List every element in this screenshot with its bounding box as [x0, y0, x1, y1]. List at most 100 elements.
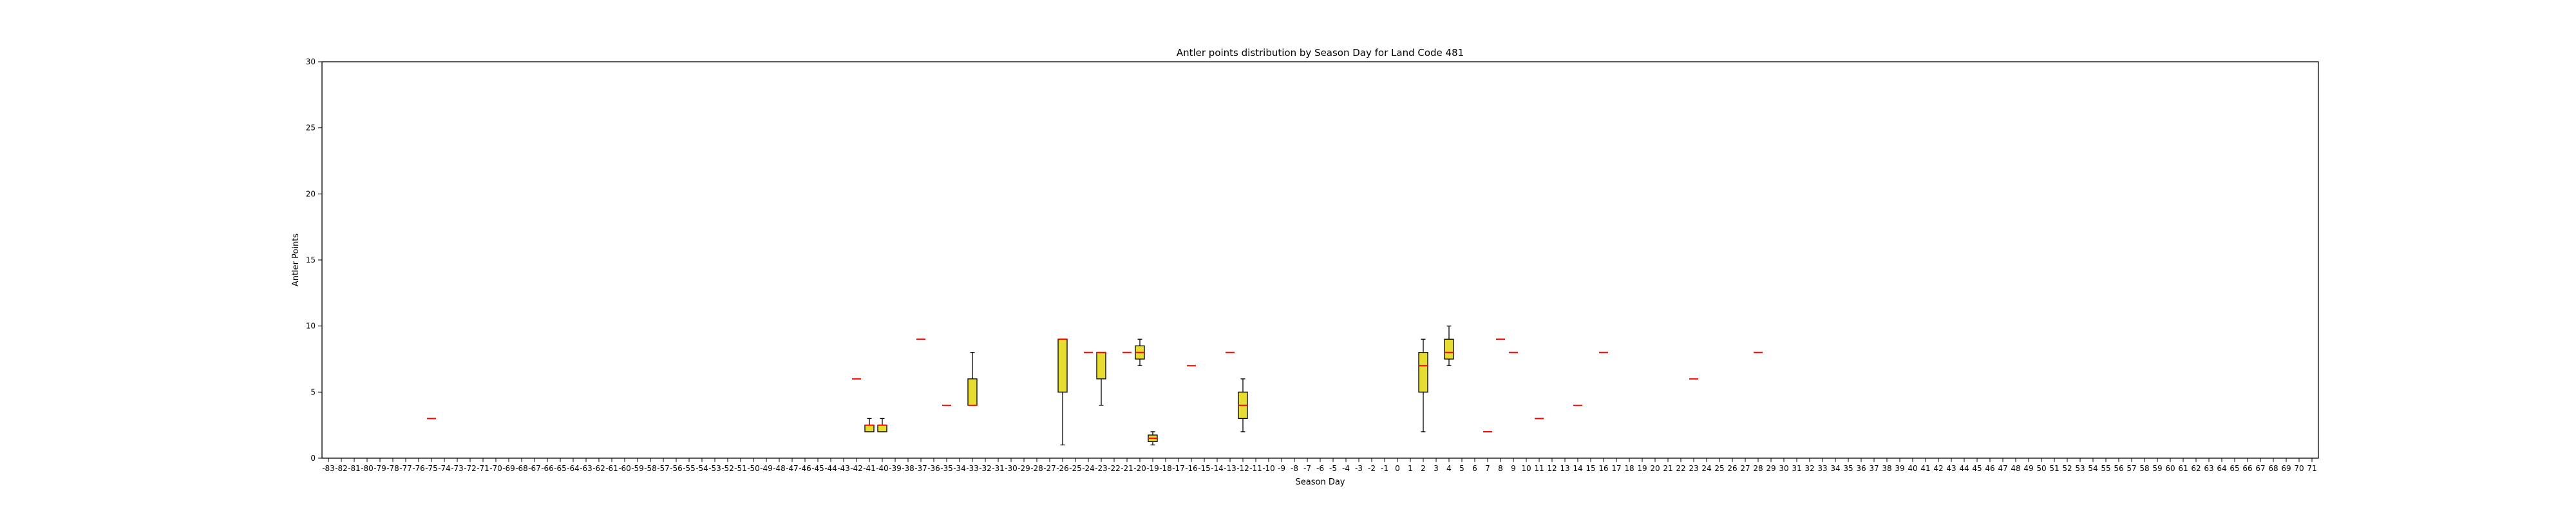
x-tick-label: 21: [1663, 464, 1672, 473]
x-tick-label: 61: [2178, 464, 2188, 473]
x-tick-label: 34: [1830, 464, 1840, 473]
x-tick-label: -16: [1185, 464, 1198, 473]
x-tick-label: -26: [1056, 464, 1069, 473]
x-tick-label: -73: [451, 464, 464, 473]
chart-title: Antler points distribution by Season Day…: [1177, 47, 1464, 59]
plot-frame: [321, 61, 2319, 459]
y-tick-label: 30: [306, 57, 316, 66]
x-tick-label: -31: [992, 464, 1005, 473]
x-tick-label: -50: [747, 464, 760, 473]
x-tick-label: -45: [811, 464, 824, 473]
x-tick-label: 14: [1573, 464, 1582, 473]
x-tick-label: 42: [1933, 464, 1943, 473]
x-tick-label: 6: [1472, 464, 1477, 473]
x-tick-label: 70: [2294, 464, 2304, 473]
x-tick-label: -1: [1381, 464, 1388, 473]
x-tick-label: -60: [618, 464, 631, 473]
x-tick-label: -34: [953, 464, 966, 473]
box-iqr: [1057, 338, 1068, 393]
x-tick-label: 16: [1598, 464, 1608, 473]
x-tick-label: 29: [1766, 464, 1776, 473]
x-tick-label: -27: [1043, 464, 1056, 473]
x-tick-label: 66: [2242, 464, 2252, 473]
x-tick-label: 60: [2165, 464, 2175, 473]
x-tick-label: -6: [1316, 464, 1324, 473]
x-tick-label: -29: [1018, 464, 1030, 473]
x-tick-label: -12: [1236, 464, 1249, 473]
x-tick-label: 68: [2268, 464, 2278, 473]
x-tick-label: 32: [1804, 464, 1814, 473]
x-tick-label: -70: [489, 464, 502, 473]
x-tick-label: -21: [1121, 464, 1133, 473]
x-tick-label: -78: [386, 464, 399, 473]
y-tick-label: 15: [306, 255, 316, 264]
x-tick-label: 71: [2307, 464, 2316, 473]
x-tick-label: -58: [644, 464, 657, 473]
y-tick-label: 10: [306, 322, 316, 331]
x-tick-label: -17: [1172, 464, 1185, 473]
x-tick-label: 23: [1689, 464, 1698, 473]
x-tick-label: -8: [1291, 464, 1298, 473]
x-axis-label: Season Day: [1296, 477, 1345, 487]
x-tick-label: 0: [1395, 464, 1400, 473]
x-tick-label: 12: [1547, 464, 1557, 473]
x-tick-label: 59: [2152, 464, 2162, 473]
x-tick-label: -61: [605, 464, 618, 473]
x-tick-label: 51: [2049, 464, 2059, 473]
x-tick-label: -67: [528, 464, 541, 473]
x-tick-label: 58: [2139, 464, 2149, 473]
x-tick-label: 15: [1586, 464, 1595, 473]
x-tick-label: -42: [850, 464, 863, 473]
x-tick-label: 33: [1817, 464, 1827, 473]
x-tick-label: 46: [1985, 464, 1994, 473]
x-tick-label: 17: [1611, 464, 1621, 473]
x-tick-label: 53: [2075, 464, 2085, 473]
x-tick-label: -49: [760, 464, 773, 473]
x-tick-label: 11: [1534, 464, 1544, 473]
x-tick-label: 64: [2217, 464, 2226, 473]
x-tick-label: -59: [631, 464, 644, 473]
box-iqr: [1444, 338, 1454, 360]
y-tick-label: 5: [310, 387, 316, 396]
x-tick-label: -69: [502, 464, 515, 473]
x-tick-label: 4: [1446, 464, 1452, 473]
x-tick-label: -13: [1224, 464, 1236, 473]
x-tick-label: -19: [1146, 464, 1159, 473]
x-tick-label: -7: [1303, 464, 1311, 473]
x-tick-label: -52: [721, 464, 734, 473]
x-tick-label: 36: [1856, 464, 1866, 473]
x-tick-label: -40: [876, 464, 889, 473]
x-tick-label: -56: [670, 464, 683, 473]
x-tick-label: -18: [1159, 464, 1172, 473]
x-tick-label: -63: [580, 464, 592, 473]
x-tick-label: -5: [1329, 464, 1337, 473]
x-tick-label: -36: [927, 464, 940, 473]
x-tick-label: 2: [1421, 464, 1426, 473]
x-tick-label: -72: [464, 464, 477, 473]
x-tick-label: 40: [1908, 464, 1917, 473]
x-tick-label: 18: [1624, 464, 1634, 473]
box-iqr: [877, 425, 887, 432]
x-tick-label: 24: [1701, 464, 1711, 473]
x-tick-label: 62: [2191, 464, 2201, 473]
x-tick-label: 22: [1676, 464, 1685, 473]
x-tick-label: -79: [374, 464, 386, 473]
x-tick-label: 48: [2011, 464, 2020, 473]
box-iqr: [1418, 352, 1428, 393]
x-tick-label: -41: [863, 464, 876, 473]
x-tick-label: 37: [1869, 464, 1879, 473]
x-tick-label: -46: [799, 464, 811, 473]
x-tick-label: -20: [1133, 464, 1146, 473]
x-tick-label: 39: [1895, 464, 1904, 473]
x-tick-label: 10: [1521, 464, 1531, 473]
x-tick-label: 45: [1972, 464, 1982, 473]
x-tick-label: 56: [2114, 464, 2123, 473]
x-tick-label: -4: [1342, 464, 1350, 473]
x-tick-label: -48: [773, 464, 786, 473]
x-tick-label: 8: [1498, 464, 1503, 473]
x-tick-label: 35: [1843, 464, 1853, 473]
box-iqr: [967, 378, 978, 406]
x-tick-label: 25: [1714, 464, 1724, 473]
